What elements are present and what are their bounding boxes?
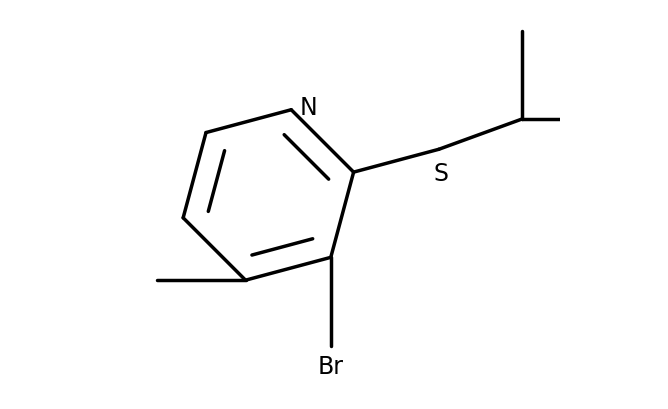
Text: N: N <box>299 96 317 120</box>
Text: S: S <box>434 161 449 185</box>
Text: Br: Br <box>318 354 344 378</box>
